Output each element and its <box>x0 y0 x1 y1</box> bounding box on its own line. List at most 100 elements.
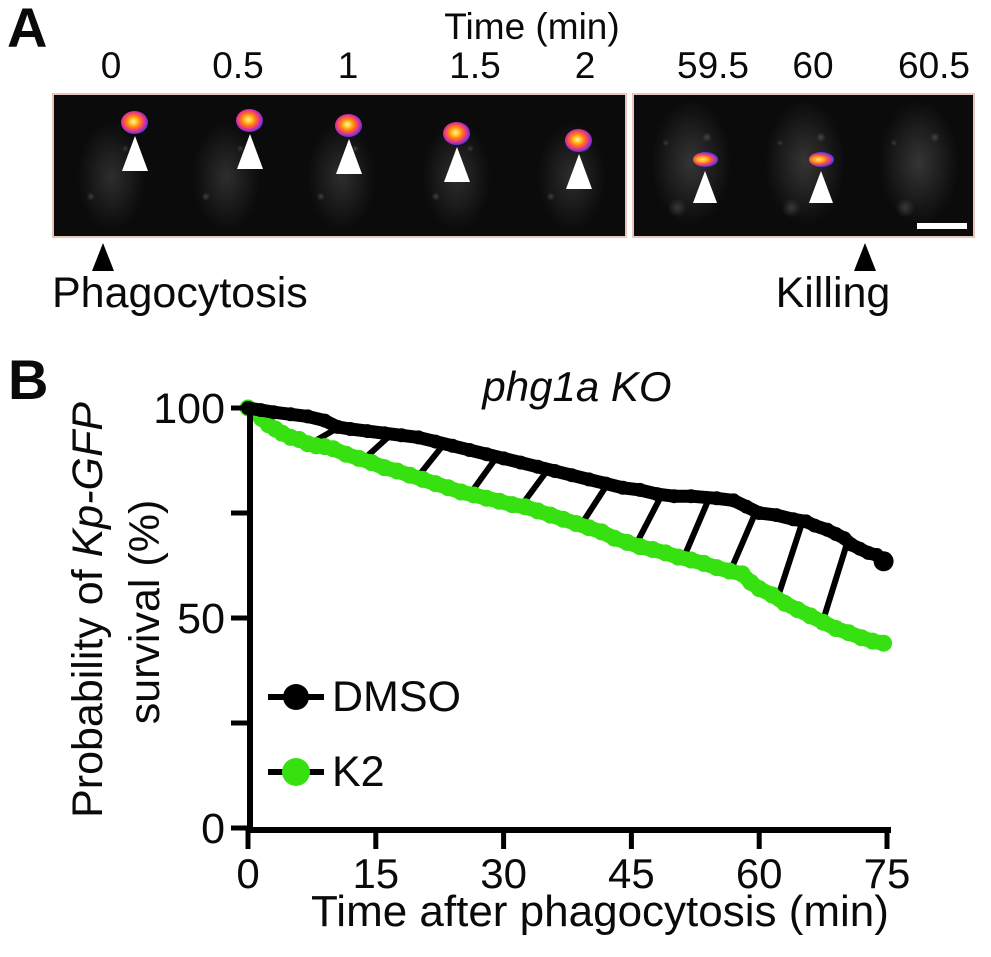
k2-point <box>875 634 893 652</box>
legend-marker-k2-icon <box>282 758 310 786</box>
difference-connector-line <box>633 496 664 545</box>
legend-label-k2: K2 <box>332 748 385 796</box>
dmso-point <box>330 419 345 434</box>
k2-point <box>375 459 393 477</box>
dmso-point <box>411 430 426 445</box>
dmso-point <box>377 426 392 441</box>
legend-label-dmso: DMSO <box>332 673 461 721</box>
dmso-point <box>752 506 767 520</box>
dmso-point <box>343 422 358 436</box>
k2-point <box>401 466 419 484</box>
k2-point <box>490 492 508 510</box>
x-axis-label: Time after phagocytosis (min) <box>311 887 889 936</box>
time-label: 1 <box>337 45 359 86</box>
x-tick-label: 0 <box>236 850 259 897</box>
dmso-point <box>253 403 268 418</box>
dmso-point <box>632 482 647 497</box>
time-label: 59.5 <box>676 45 750 86</box>
dmso-point <box>769 508 784 523</box>
dmso-end-point <box>873 551 894 572</box>
time-label: 60.5 <box>897 45 971 86</box>
dmso-point <box>564 468 579 483</box>
k2-point <box>388 462 406 480</box>
white-arrowhead-icon <box>336 139 362 174</box>
dmso-point <box>649 487 664 502</box>
k2-point <box>656 544 674 562</box>
dmso-point <box>360 424 375 439</box>
dmso-point <box>513 455 528 470</box>
dmso-point <box>807 518 822 533</box>
time-label: 1.5 <box>449 45 501 86</box>
k2-point <box>776 594 794 612</box>
cell-image <box>169 95 284 236</box>
scale-bar <box>917 223 967 229</box>
k2-point <box>554 510 572 528</box>
k2-point <box>363 454 381 472</box>
k2-point <box>631 538 649 556</box>
k2-point <box>708 559 726 577</box>
k2-point <box>478 489 496 507</box>
fluorescent-bacterium-spot <box>693 152 718 167</box>
fluorescent-bacterium-spot <box>121 111 148 134</box>
dmso-point <box>684 489 699 504</box>
time-label: 2 <box>574 45 596 86</box>
dmso-point <box>317 413 332 428</box>
k2-point <box>695 554 713 572</box>
fluorescent-bacterium-spot <box>236 109 263 132</box>
legend-marker-dmso-icon <box>283 684 309 710</box>
phagocytosis-arrowhead-icon <box>92 243 114 271</box>
difference-connector-line <box>579 484 609 526</box>
x-tick-label: 45 <box>608 850 655 897</box>
dmso-point <box>598 476 613 491</box>
dmso-point <box>394 428 409 443</box>
dmso-point <box>726 493 741 508</box>
k2-point <box>605 529 623 547</box>
k2-point <box>452 483 470 501</box>
dmso-point <box>581 472 596 487</box>
white-arrowhead-icon <box>809 171 833 203</box>
dmso-point <box>530 459 545 474</box>
k2-point <box>840 624 858 642</box>
x-tick-label: 30 <box>480 850 527 897</box>
dmso-point <box>547 464 562 478</box>
time-labels-row: 0 0.5 1 1.5 2 59.5 60 60.5 <box>0 47 991 87</box>
k2-point <box>426 475 444 493</box>
legend-item-k2: K2 <box>268 750 508 794</box>
microscopy-strip-late <box>632 93 975 238</box>
k2-point <box>593 523 611 541</box>
k2-point <box>580 519 598 537</box>
y-tick-label: 100 <box>153 385 225 433</box>
k2-point <box>503 496 521 514</box>
dmso-point <box>445 438 460 453</box>
time-label: 0 <box>100 45 122 86</box>
dmso-point <box>300 409 315 424</box>
white-arrowhead-icon <box>566 154 592 189</box>
cell-image <box>634 95 748 236</box>
time-label: 0.5 <box>212 45 264 86</box>
k2-point <box>763 586 781 604</box>
x-tick-label: 75 <box>864 850 911 897</box>
dmso-point <box>479 447 494 462</box>
k2-point <box>541 506 559 524</box>
killing-arrowhead-icon <box>854 243 876 271</box>
dmso-point <box>428 434 443 449</box>
k2-point <box>337 445 355 463</box>
y-tick-label: 0 <box>201 805 225 853</box>
difference-connector-line <box>775 522 805 598</box>
k2-point <box>750 580 768 598</box>
k2-point <box>529 502 547 520</box>
white-arrowhead-icon <box>122 136 148 171</box>
k2-point <box>516 498 534 516</box>
k2-point <box>827 620 845 637</box>
dmso-point <box>266 405 281 420</box>
cell-image <box>54 95 169 236</box>
difference-connector-line <box>728 512 758 571</box>
dmso-point <box>786 512 801 527</box>
k2-point <box>814 613 832 631</box>
x-tick-label: 15 <box>352 850 399 897</box>
dmso-point <box>667 489 681 504</box>
dmso-point <box>496 451 511 466</box>
k2-point <box>644 541 662 559</box>
panel-b-label: B <box>8 348 48 411</box>
